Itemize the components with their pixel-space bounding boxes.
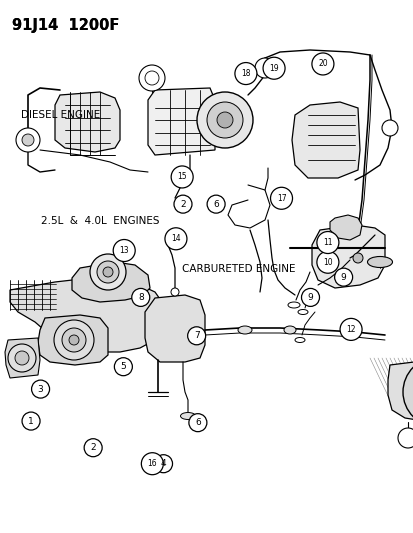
Circle shape	[22, 412, 40, 430]
Text: 9: 9	[340, 273, 346, 281]
Ellipse shape	[180, 413, 195, 419]
Ellipse shape	[367, 256, 392, 268]
Polygon shape	[5, 338, 40, 378]
Text: 16: 16	[147, 459, 157, 468]
Circle shape	[322, 253, 332, 263]
Circle shape	[84, 439, 102, 457]
Polygon shape	[291, 102, 359, 178]
Circle shape	[141, 453, 163, 475]
Ellipse shape	[297, 310, 307, 314]
Circle shape	[311, 53, 333, 75]
Circle shape	[206, 195, 225, 213]
Circle shape	[154, 455, 172, 473]
Circle shape	[139, 65, 165, 91]
Circle shape	[352, 253, 362, 263]
Circle shape	[113, 239, 135, 262]
Text: 14: 14	[171, 235, 180, 243]
Circle shape	[62, 328, 86, 352]
Circle shape	[334, 268, 352, 286]
Text: 8: 8	[138, 293, 143, 302]
Ellipse shape	[237, 326, 252, 334]
Circle shape	[216, 112, 233, 128]
Ellipse shape	[287, 302, 299, 308]
Polygon shape	[38, 315, 108, 365]
Circle shape	[339, 318, 361, 341]
Text: 17: 17	[276, 194, 286, 203]
Circle shape	[164, 228, 187, 250]
Circle shape	[97, 261, 119, 283]
Text: 19: 19	[268, 64, 278, 72]
Circle shape	[8, 344, 36, 372]
Circle shape	[262, 57, 285, 79]
Circle shape	[337, 273, 347, 283]
Circle shape	[90, 254, 126, 290]
Text: 9: 9	[307, 293, 313, 302]
Text: 6: 6	[195, 418, 200, 427]
Ellipse shape	[283, 326, 295, 334]
Circle shape	[188, 414, 206, 432]
Circle shape	[397, 428, 413, 448]
Circle shape	[187, 327, 205, 345]
Polygon shape	[55, 92, 120, 152]
Circle shape	[54, 320, 94, 360]
Text: 91J14  1200F: 91J14 1200F	[12, 18, 119, 33]
Polygon shape	[10, 278, 161, 352]
Text: 5: 5	[120, 362, 126, 371]
Text: 2: 2	[180, 200, 185, 208]
Text: 18: 18	[241, 69, 250, 78]
Ellipse shape	[294, 337, 304, 343]
Circle shape	[15, 351, 29, 365]
Circle shape	[173, 195, 192, 213]
Circle shape	[131, 288, 150, 306]
Circle shape	[316, 231, 338, 254]
Text: 10: 10	[322, 258, 332, 266]
Circle shape	[234, 62, 256, 85]
Circle shape	[301, 288, 319, 306]
Circle shape	[145, 71, 159, 85]
Polygon shape	[311, 225, 384, 288]
Polygon shape	[329, 215, 361, 240]
Circle shape	[381, 120, 397, 136]
Text: 4: 4	[160, 459, 166, 468]
Text: 91J14  1200F: 91J14 1200F	[12, 18, 119, 33]
Text: 15: 15	[177, 173, 187, 181]
Circle shape	[16, 128, 40, 152]
Text: 20: 20	[317, 60, 327, 68]
Circle shape	[31, 380, 50, 398]
Text: 1: 1	[28, 417, 34, 425]
Text: 3: 3	[38, 385, 43, 393]
Polygon shape	[147, 88, 214, 155]
Circle shape	[22, 134, 34, 146]
Ellipse shape	[171, 288, 178, 296]
Polygon shape	[72, 262, 150, 302]
Text: DIESEL ENGINE: DIESEL ENGINE	[21, 110, 100, 119]
Polygon shape	[387, 360, 413, 422]
Circle shape	[270, 187, 292, 209]
Text: 13: 13	[119, 246, 129, 255]
Circle shape	[69, 335, 79, 345]
Circle shape	[114, 358, 132, 376]
Circle shape	[103, 267, 113, 277]
Circle shape	[197, 92, 252, 148]
Circle shape	[206, 102, 242, 138]
Text: 12: 12	[346, 325, 355, 334]
Circle shape	[402, 357, 413, 427]
Circle shape	[171, 166, 193, 188]
Polygon shape	[145, 295, 204, 362]
Text: 7: 7	[193, 332, 199, 340]
Text: 2: 2	[90, 443, 96, 452]
Text: 6: 6	[213, 200, 218, 208]
Text: CARBURETED ENGINE: CARBURETED ENGINE	[182, 264, 295, 274]
Circle shape	[254, 58, 274, 78]
Circle shape	[316, 251, 338, 273]
Text: 11: 11	[323, 238, 332, 247]
Text: 2.5L  &  4.0L  ENGINES: 2.5L & 4.0L ENGINES	[41, 216, 159, 226]
